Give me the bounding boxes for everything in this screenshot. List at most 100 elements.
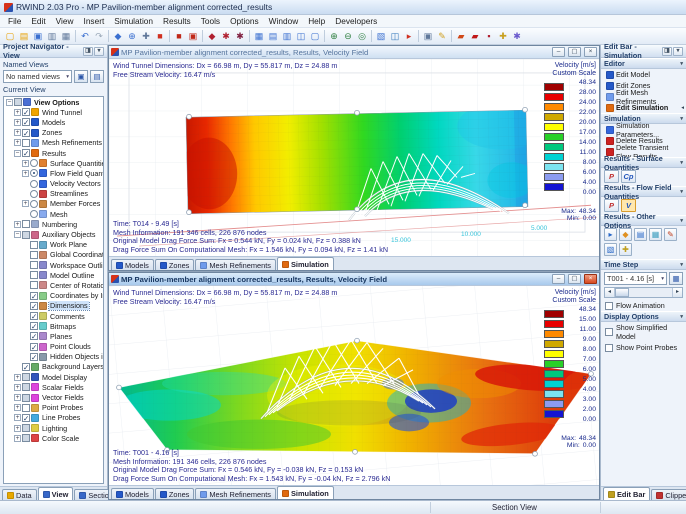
zoom-window-icon[interactable]: ◎ [358, 30, 366, 41]
viewport-top-canvas[interactable]: 15.000 10.000 5.000 Wind Tunnel Dimensio… [109, 59, 599, 256]
tree-checkbox[interactable] [22, 383, 30, 392]
tree-checkbox[interactable]: ✓ [22, 128, 30, 138]
wind-profile-icon[interactable]: ◆ [208, 30, 216, 41]
scrollbar-thumb[interactable] [615, 288, 629, 297]
expand-icon[interactable]: + [14, 139, 21, 147]
tree-radio[interactable] [30, 169, 38, 178]
annotate-icon[interactable]: ✎ [438, 30, 446, 41]
expand-icon[interactable]: + [14, 220, 21, 228]
clipping-box-icon[interactable]: ▧ [376, 30, 386, 41]
export-icon[interactable]: ▣ [423, 30, 433, 41]
tree-item-streamlines[interactable]: Streamlines [4, 189, 103, 199]
settings-icon[interactable]: ✱ [513, 30, 521, 41]
tree-item-model-display[interactable]: + Model Display [4, 372, 103, 382]
tree-checkbox[interactable]: ✓ [30, 332, 38, 342]
close-icon[interactable]: × [584, 47, 597, 57]
tree-radio[interactable] [30, 189, 38, 198]
save-icon[interactable]: ▣ [33, 30, 43, 41]
expand-icon[interactable]: + [14, 373, 21, 381]
editor-section-header[interactable]: Editor ▾ [601, 58, 686, 69]
tab-models[interactable]: Models [111, 488, 154, 499]
tab-data[interactable]: Data [2, 489, 37, 500]
tree-item-scalar-fields[interactable]: + Scalar Fields [4, 382, 103, 392]
tree-checkbox[interactable] [22, 220, 30, 229]
time-step-scrollbar[interactable]: ◂ ▸ [604, 287, 683, 298]
probe-flag-icon[interactable]: ▪ [487, 31, 491, 41]
tree-checkbox[interactable]: ✓ [22, 118, 30, 128]
results-table-icon[interactable]: ▤ [268, 30, 278, 41]
tree-item-flow-field-quantities[interactable]: + Flow Field Quantities [4, 168, 103, 178]
tree-checkbox[interactable]: ✓ [22, 108, 30, 118]
tree-item-global-coordinate-system-fixe[interactable]: Global Coordinate System (fixe [4, 250, 103, 260]
tile-windows-icon[interactable]: ◫ [296, 30, 306, 41]
option-checkbox[interactable] [605, 343, 613, 352]
menu-edit[interactable]: Edit [31, 16, 46, 26]
minimize-icon[interactable]: – [552, 47, 565, 57]
menu-simulation[interactable]: Simulation [114, 16, 154, 26]
expand-icon[interactable]: + [14, 434, 21, 442]
iso-surfaces-button[interactable]: ◆ [619, 228, 632, 241]
tree-checkbox[interactable]: ✓ [22, 149, 30, 159]
tree-item-hidden-objects-in-the-backgro[interactable]: ✓ Hidden Objects in the Backgro [4, 352, 103, 362]
viewport-bottom-canvas[interactable]: Wind Tunnel Dimensions: Dx = 66.98 m, Dy… [109, 286, 599, 485]
tree-item-planes[interactable]: ✓ Planes [4, 331, 103, 341]
tree-item-results[interactable]: − ✓ Results [4, 148, 103, 158]
tree-checkbox[interactable] [22, 403, 30, 412]
tree-item-numbering[interactable]: + Numbering [4, 219, 103, 229]
expand-icon[interactable]: + [14, 383, 21, 391]
editbar-item-simulation-parameters-[interactable]: Simulation Parameters... [601, 121, 686, 139]
tree-item-point-clouds[interactable]: ✓ Point Clouds [4, 342, 103, 352]
redo-icon[interactable]: ↷ [95, 30, 103, 41]
tree-checkbox[interactable] [22, 393, 30, 402]
tree-item-mesh[interactable]: Mesh [4, 209, 103, 219]
editbar-item-edit-zones[interactable]: Edit Zones [601, 80, 686, 91]
expand-icon[interactable]: + [22, 159, 29, 167]
display-option-show-point-probes[interactable]: Show Point Probes [601, 342, 686, 353]
time-step-table-button[interactable]: ▦ [669, 272, 683, 285]
editbar-item-edit-mesh-refinements[interactable]: Edit Mesh Refinements [601, 88, 686, 106]
panel-menu-icon[interactable]: ▾ [673, 46, 683, 56]
flag-icon[interactable]: ▸ [406, 30, 412, 41]
tree-item-bitmaps[interactable]: ✓ Bitmaps [4, 321, 103, 331]
menu-file[interactable]: File [8, 16, 22, 26]
expand-icon[interactable]: + [14, 414, 21, 422]
expand-icon[interactable]: + [14, 424, 21, 432]
movie-window-icon[interactable]: ▣ [188, 30, 198, 41]
tree-checkbox[interactable] [22, 373, 30, 382]
fit-view-icon[interactable]: ⊕ [128, 30, 136, 41]
surface-color-icon[interactable]: ▰ [471, 30, 479, 41]
maximize-icon[interactable]: ▢ [568, 274, 581, 284]
record-movie-icon[interactable]: ■ [176, 31, 182, 41]
expand-icon[interactable]: + [14, 118, 21, 126]
viewport-bottom-titlebar[interactable]: MP Pavilion-member alignment corrected_r… [109, 273, 599, 286]
minimize-icon[interactable]: – [552, 274, 565, 284]
stream-traces-button[interactable]: ▸ [604, 228, 617, 241]
viewport-top-titlebar[interactable]: MP Pavilion-member alignment corrected_r… [109, 46, 599, 59]
tree-checkbox[interactable]: ✓ [30, 301, 38, 311]
full-screen-icon[interactable]: ▢ [310, 30, 320, 41]
tree-item-point-probes[interactable]: + Point Probes [4, 403, 103, 413]
tab-simulation[interactable]: Simulation [277, 257, 334, 270]
tree-checkbox[interactable] [14, 98, 22, 107]
tree-checkbox[interactable] [22, 138, 30, 147]
tree-checkbox[interactable]: ✓ [22, 362, 30, 372]
scroll-left-icon[interactable]: ◂ [605, 288, 615, 297]
slicer-plane-button[interactable]: ▤ [634, 228, 647, 241]
tree-radio[interactable] [30, 210, 38, 219]
tree-checkbox[interactable] [30, 271, 38, 280]
menu-insert[interactable]: Insert [83, 16, 105, 26]
editbar-item-delete-results[interactable]: Delete Results [601, 135, 686, 146]
tab-models[interactable]: Models [111, 259, 154, 270]
tab-mesh-refinements[interactable]: Mesh Refinements [195, 259, 276, 270]
print-preview-icon[interactable]: ▥ [47, 30, 57, 41]
scroll-right-icon[interactable]: ▸ [672, 288, 682, 297]
flow-animation-checkbox[interactable] [605, 301, 613, 310]
display-option-show-simplified-model[interactable]: Show Simplified Model [601, 322, 686, 342]
tree-item-velocity-vectors[interactable]: Velocity Vectors [4, 179, 103, 189]
model-color-icon[interactable]: ▰ [457, 30, 465, 41]
pin-panel-icon[interactable]: ◨ [662, 46, 672, 56]
new-file-icon[interactable]: ▢ [5, 30, 15, 41]
tree-checkbox[interactable]: ✓ [30, 352, 38, 362]
run-simulation-icon[interactable]: ✱ [236, 30, 244, 41]
tree-item-vector-fields[interactable]: + Vector Fields [4, 392, 103, 402]
